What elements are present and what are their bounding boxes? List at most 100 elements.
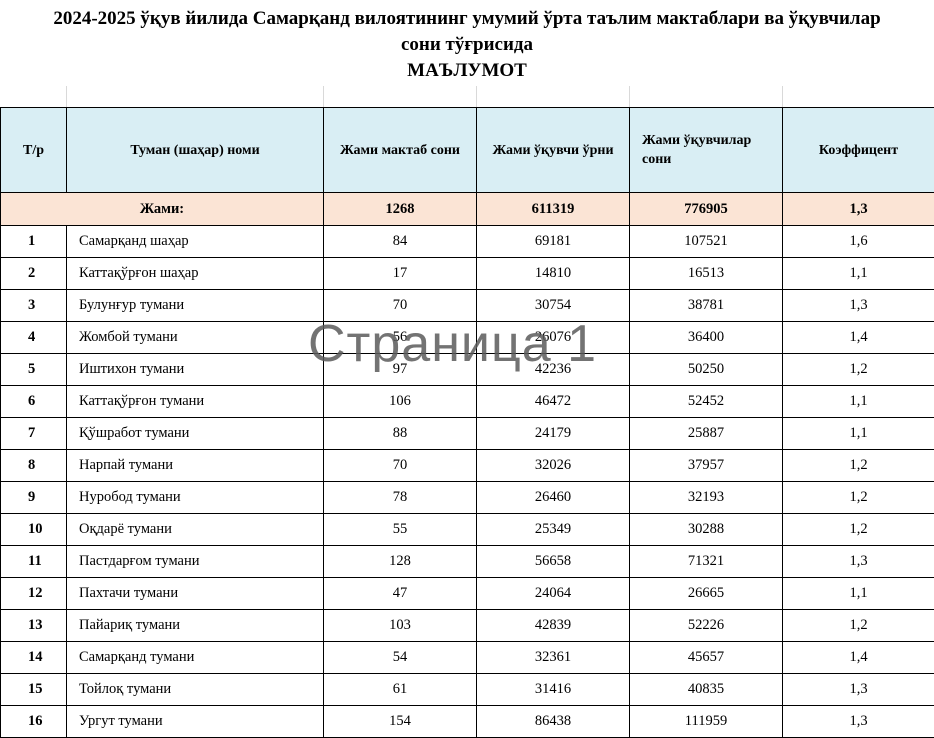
- cell-num: 10: [1, 514, 67, 546]
- cell-name: Самарқанд шаҳар: [67, 226, 324, 258]
- cell-places: 26460: [477, 482, 630, 514]
- cell-coef: 1,1: [783, 258, 934, 290]
- cell-places: 56658: [477, 546, 630, 578]
- cell-places: 14810: [477, 258, 630, 290]
- cell-name: Жомбой тумани: [67, 322, 324, 354]
- cell-schools: 128: [324, 546, 477, 578]
- cell-students: 50250: [630, 354, 783, 386]
- cell-name: Тойлоқ тумани: [67, 674, 324, 706]
- cell-name: Каттақўрғон тумани: [67, 386, 324, 418]
- header-name: Туман (шаҳар) номи: [67, 108, 324, 193]
- cell-schools: 106: [324, 386, 477, 418]
- header-coef: Коэффицент: [783, 108, 934, 193]
- cell-name: Нуробод тумани: [67, 482, 324, 514]
- cell-schools: 70: [324, 290, 477, 322]
- cell-students: 52226: [630, 610, 783, 642]
- cell-students: 26665: [630, 578, 783, 610]
- cell-students: 107521: [630, 226, 783, 258]
- cell-name: Булунғур тумани: [67, 290, 324, 322]
- cell-name: Қўшработ тумани: [67, 418, 324, 450]
- cell-coef: 1,4: [783, 322, 934, 354]
- total-places: 611319: [477, 193, 630, 226]
- cell-schools: 55: [324, 514, 477, 546]
- cell-coef: 1,1: [783, 386, 934, 418]
- cell-num: 14: [1, 642, 67, 674]
- document-title: 2024-2025 ўқув йилида Самарқанд вилоятин…: [0, 6, 934, 84]
- cell-schools: 61: [324, 674, 477, 706]
- cell-students: 32193: [630, 482, 783, 514]
- cell-schools: 17: [324, 258, 477, 290]
- header-places: Жами ўқувчи ўрни: [477, 108, 630, 193]
- cell-students: 45657: [630, 642, 783, 674]
- cell-num: 2: [1, 258, 67, 290]
- cell-num: 8: [1, 450, 67, 482]
- cell-name: Ургут тумани: [67, 706, 324, 738]
- cell-name: Каттақўрғон шаҳар: [67, 258, 324, 290]
- cell-name: Оқдарё тумани: [67, 514, 324, 546]
- cell-coef: 1,3: [783, 674, 934, 706]
- cell-places: 42236: [477, 354, 630, 386]
- cell-places: 86438: [477, 706, 630, 738]
- cell-coef: 1,2: [783, 482, 934, 514]
- cell-places: 31416: [477, 674, 630, 706]
- cell-schools: 97: [324, 354, 477, 386]
- cell-places: 24179: [477, 418, 630, 450]
- cell-coef: 1,1: [783, 578, 934, 610]
- cell-places: 25349: [477, 514, 630, 546]
- cell-schools: 70: [324, 450, 477, 482]
- cell-schools: 154: [324, 706, 477, 738]
- total-coef: 1,3: [783, 193, 934, 226]
- header-schools: Жами мактаб сони: [324, 108, 477, 193]
- cell-students: 25887: [630, 418, 783, 450]
- cell-schools: 47: [324, 578, 477, 610]
- cell-num: 13: [1, 610, 67, 642]
- cell-num: 3: [1, 290, 67, 322]
- cell-num: 11: [1, 546, 67, 578]
- cell-coef: 1,1: [783, 418, 934, 450]
- cell-coef: 1,2: [783, 514, 934, 546]
- cell-places: 32026: [477, 450, 630, 482]
- title-line-1: 2024-2025 ўқув йилида Самарқанд вилоятин…: [53, 8, 880, 29]
- cell-students: 30288: [630, 514, 783, 546]
- cell-num: 5: [1, 354, 67, 386]
- schools-table: Т/р Туман (шаҳар) номи Жами мактаб сони …: [0, 107, 934, 738]
- cell-num: 1: [1, 226, 67, 258]
- cell-students: 36400: [630, 322, 783, 354]
- cell-coef: 1,6: [783, 226, 934, 258]
- total-label: Жами:: [1, 193, 324, 226]
- cell-schools: 103: [324, 610, 477, 642]
- cell-num: 4: [1, 322, 67, 354]
- table-header-row: Т/р Туман (шаҳар) номи Жами мактаб сони …: [1, 108, 934, 193]
- cell-coef: 1,3: [783, 546, 934, 578]
- cell-coef: 1,3: [783, 290, 934, 322]
- cell-schools: 54: [324, 642, 477, 674]
- cell-students: 52452: [630, 386, 783, 418]
- cell-students: 37957: [630, 450, 783, 482]
- cell-places: 46472: [477, 386, 630, 418]
- cell-schools: 56: [324, 322, 477, 354]
- cell-places: 32361: [477, 642, 630, 674]
- cell-students: 38781: [630, 290, 783, 322]
- header-students: Жами ўқувчилар сони: [630, 108, 783, 193]
- cell-places: 24064: [477, 578, 630, 610]
- empty-sheet-row: [0, 86, 934, 108]
- cell-name: Пайариқ тумани: [67, 610, 324, 642]
- total-row: Жами: 1268 611319 776905 1,3: [1, 193, 934, 226]
- cell-name: Нарпай тумани: [67, 450, 324, 482]
- cell-num: 16: [1, 706, 67, 738]
- cell-name: Самарқанд тумани: [67, 642, 324, 674]
- header-num: Т/р: [1, 108, 67, 193]
